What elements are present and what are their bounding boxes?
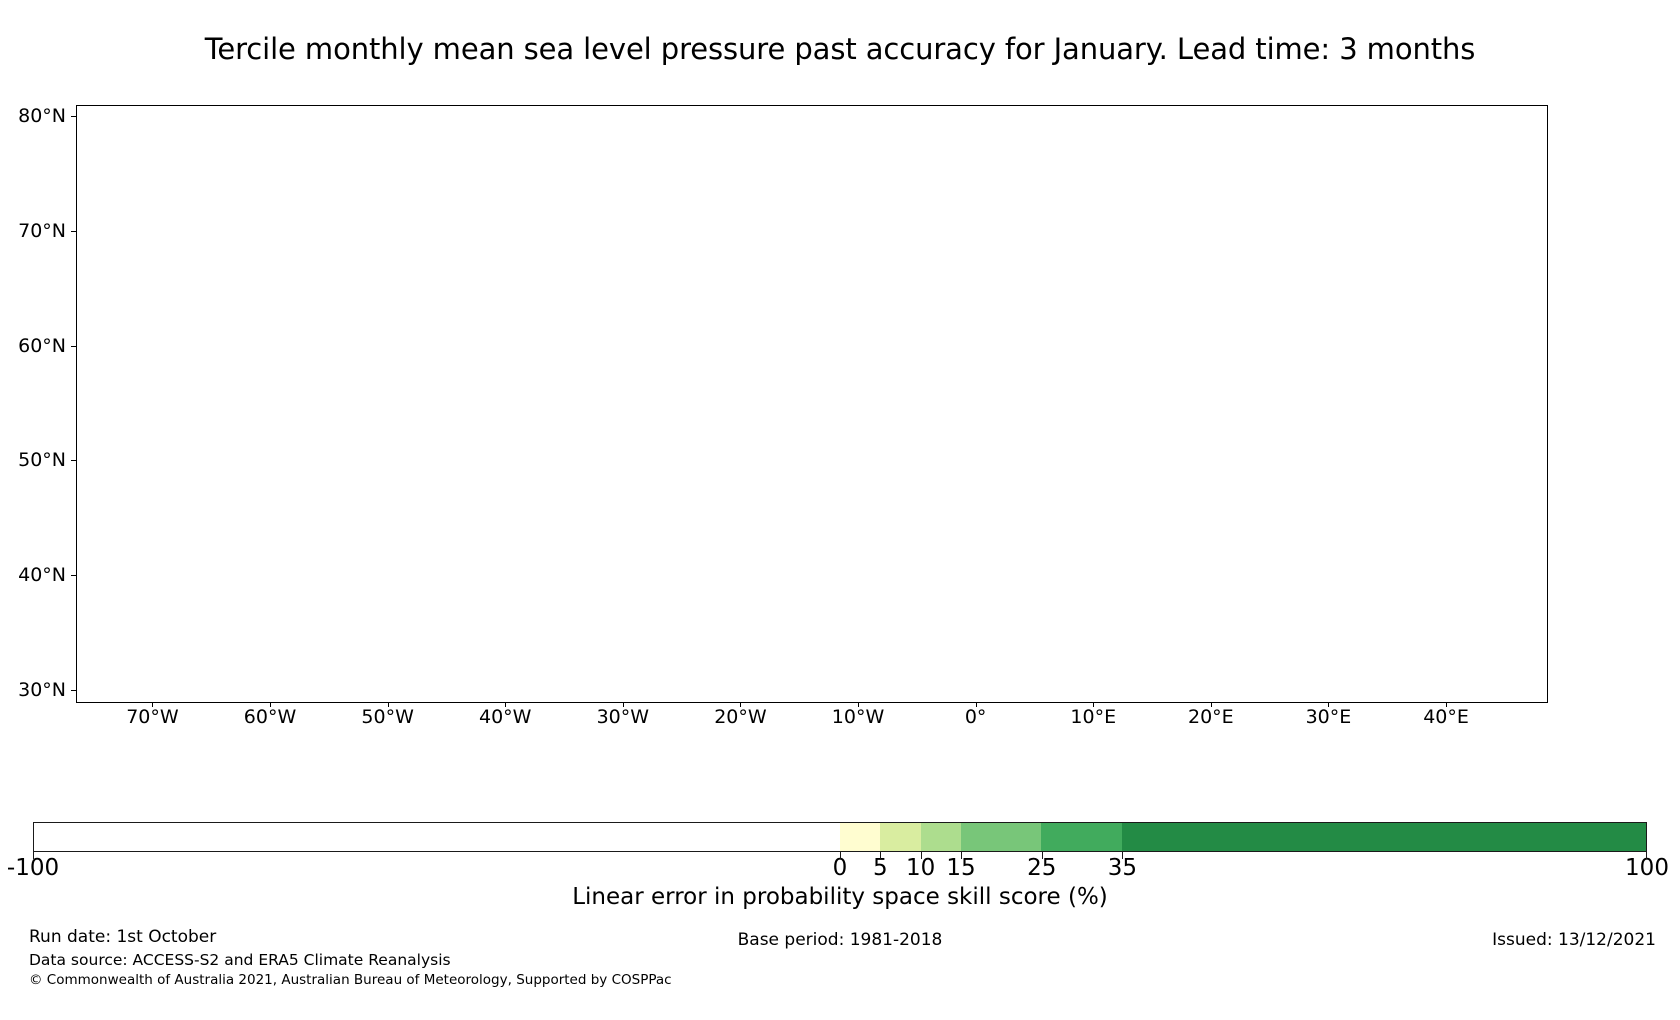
colorbar-tick-35: 35 <box>1107 855 1138 881</box>
colorbar-segment-4 <box>960 823 1042 851</box>
longitude-tickmark <box>858 702 860 707</box>
longitude-tickmark <box>622 702 624 707</box>
longitude-tickmark <box>505 702 507 707</box>
colorbar-tickmark <box>1041 852 1043 859</box>
longitude-tickmark <box>1210 702 1212 707</box>
longitude-tickmark <box>1328 702 1330 707</box>
longitude-tick-6: 10°W <box>831 706 885 728</box>
colorbar-tick-100: 100 <box>1625 855 1669 881</box>
longitude-tickmark <box>1093 702 1095 707</box>
longitude-tickmark <box>152 702 154 707</box>
longitude-tickmark <box>975 702 977 707</box>
latitude-tick-30: 30°N <box>18 678 66 701</box>
colorbar-segment-2 <box>880 823 921 851</box>
colorbar-segment-6 <box>1122 823 1646 851</box>
colorbar-tickmark <box>920 852 922 859</box>
latitude-tick-60: 60°N <box>18 334 66 357</box>
longitude-tick-0: 70°W <box>126 706 179 728</box>
latitude-tickmark <box>71 574 76 576</box>
colorbar-tickmark <box>33 852 34 859</box>
longitude-tickmark <box>270 702 272 707</box>
longitude-tick-11: 40°E <box>1423 706 1469 728</box>
longitude-tick-5: 20°W <box>714 706 767 728</box>
colorbar-tick-5: 5 <box>873 855 888 881</box>
colorbar-title: Linear error in probability space skill … <box>572 884 1108 910</box>
colorbar-segment-5 <box>1041 823 1123 851</box>
colorbar-tick--100: -100 <box>6 855 60 881</box>
longitude-tick-7: 0° <box>964 706 987 728</box>
colorbar-tickmark <box>961 852 963 859</box>
colorbar-tickmark <box>1122 852 1124 859</box>
longitude-tick-9: 20°E <box>1187 706 1234 728</box>
footer-run-date: Run date: 1st October <box>29 927 217 947</box>
footer-data-source: Data source: ACCESS-S2 and ERA5 Climate … <box>29 951 451 969</box>
colorbar-tickmark <box>840 852 841 859</box>
latitude-tick-70: 70°N <box>18 220 66 243</box>
longitude-tick-3: 40°W <box>479 706 532 728</box>
latitude-tickmark <box>71 345 76 347</box>
longitude-tickmark <box>1446 702 1448 707</box>
colorbar-tick-0: 0 <box>832 855 848 881</box>
colorbar-segment-3 <box>920 823 961 851</box>
latitude-tickmark <box>71 460 76 462</box>
longitude-tick-8: 10°E <box>1070 706 1117 728</box>
colorbar-segment-0 <box>34 823 840 851</box>
latitude-tick-40: 40°N <box>18 563 66 586</box>
longitude-tick-4: 30°W <box>596 706 650 728</box>
latitude-tickmark <box>71 231 76 233</box>
footer-issued-date: Issued: 13/12/2021 <box>1492 930 1656 950</box>
longitude-tickmark <box>387 702 389 707</box>
colorbar[interactable] <box>33 822 1647 852</box>
colorbar-tickmark <box>1646 852 1647 859</box>
latitude-tick-80: 80°N <box>18 105 66 128</box>
colorbar-segment-1 <box>840 823 881 851</box>
longitude-tickmark <box>740 702 742 707</box>
longitude-tick-2: 50°W <box>361 706 414 728</box>
longitude-tick-1: 60°W <box>243 706 297 728</box>
colorbar-tickmark <box>880 852 882 859</box>
latitude-tickmark <box>71 689 76 691</box>
latitude-tick-50: 50°N <box>18 449 66 472</box>
colorbar-tick-15: 15 <box>946 855 976 881</box>
page-title: Tercile monthly mean sea level pressure … <box>204 32 1476 66</box>
map-plot-area[interactable] <box>76 105 1548 703</box>
latitude-tickmark <box>71 116 76 118</box>
colorbar-tick-25: 25 <box>1027 855 1057 881</box>
longitude-tick-10: 30°E <box>1305 706 1352 728</box>
colorbar-tick-10: 10 <box>906 855 936 881</box>
footer-base-period: Base period: 1981-2018 <box>737 930 943 950</box>
footer-copyright: © Commonwealth of Australia 2021, Austra… <box>29 972 672 988</box>
